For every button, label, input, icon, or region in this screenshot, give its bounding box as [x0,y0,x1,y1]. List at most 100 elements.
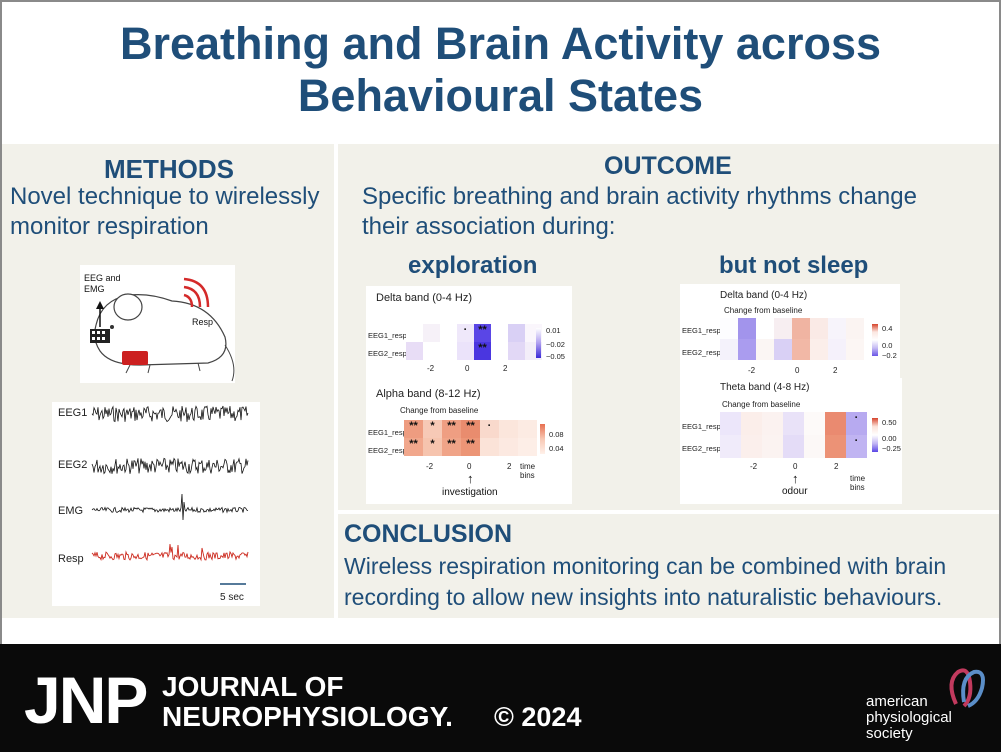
x-axis-label: time bins [850,474,866,492]
legend-label: −0.2 [882,351,897,360]
exploration-heading: exploration [408,252,538,279]
heatmap-cell [828,318,846,339]
heatmap-title: Delta band (0-4 Hz) [720,290,808,301]
copyright: © 2024 [494,702,582,732]
conclusion-text-line-1: Wireless respiration monitoring can be c… [344,553,947,579]
methods-text-line-2: monitor respiration [10,213,209,240]
heatmap-cell: · [457,324,474,342]
tick-label: 2 [507,462,512,471]
legend-colorbar [540,424,545,454]
heatmap-cell [457,342,474,360]
heatmap-subtitle: Change from baseline [724,306,803,315]
heatmap-cell [423,342,440,360]
mouse-ear [113,293,143,321]
legend-colorbar [872,324,878,356]
exploration-delta-heatmap: Delta band (0-4 Hz) EEG1_resp EEG2_resp … [366,286,572,384]
heatmap-cell: ** [461,438,480,456]
legend-label: 0.01 [546,326,561,335]
legend-label: 0.04 [549,444,564,453]
legend-label: 0.4 [882,324,893,333]
row-label-eeg2: EEG2_resp [682,444,721,453]
journal-name-line-2: NEUROPHYSIOLOGY. [162,701,453,732]
mouse-tail [224,344,235,382]
trace-label-emg: EMG [58,505,83,517]
heatmap-cell [783,412,804,435]
heatmap-cell: ** [474,342,491,360]
heatmap-cell [491,324,508,342]
tick-label: 0 [795,366,800,375]
journal-name-line-1: JOURNAL OF [162,671,344,702]
aps-name-line-1: american [866,693,928,710]
methods-heading: METHODS [104,154,234,184]
heatmap-cell [508,342,525,360]
emg-trace [91,493,249,521]
heatmap-cell: ** [404,438,423,456]
legend-label: −0.02 [546,340,565,349]
footer: JNP JOURNAL OF NEUROPHYSIOLOGY. © 2024 a… [0,644,1001,752]
event-arrow-icon: ↑ [792,471,799,486]
heatmap-cell: ** [442,438,461,456]
traces-card: EEG1 EEG2 EMG Resp 5 sec [52,402,260,606]
heatmap-cell [440,324,457,342]
legend-colorbar [872,418,878,452]
label-resp: Resp [192,317,213,327]
heatmap-cell [480,438,499,456]
heatmap-cell [783,435,804,458]
heatmap-cell [406,342,423,360]
conclusion-heading: CONCLUSION [344,520,513,548]
heatmap-cell [741,412,762,435]
heatmap-cell [491,342,508,360]
heatmap-title: Alpha band (8-12 Hz) [376,388,481,400]
heatmap-cell [499,420,518,438]
mouse-svg: EEG and EMG Resp [84,273,235,382]
event-label: investigation [442,487,498,498]
title-line-2: Behavioural States [297,70,704,121]
row-label-eeg1: EEG1_resp [368,331,407,340]
heatmap-cell [756,339,774,360]
trace-label-eeg2: EEG2 [58,459,87,471]
heatmap-cell [774,318,792,339]
heatmap-cell: · [846,435,867,458]
headstage-pins [92,331,105,340]
heatmap-cell [756,318,774,339]
heatmap-cells [720,318,864,360]
aps-logo-icon [942,662,992,712]
heatmap-cell [499,438,518,456]
transmitter-box [122,351,148,365]
heatmap-cell [508,324,525,342]
row-label-eeg1: EEG1_resp [682,326,721,335]
eeg2-trace [91,457,249,475]
heatmap-cell [846,339,864,360]
eeg1-trace [91,405,249,423]
x-axis-label: time bins [520,462,536,480]
aps-name-line-2: physiological [866,709,952,726]
heatmap-cell: ** [404,420,423,438]
tick-label: -2 [426,462,434,471]
sleep-heading: but not sleep [719,252,869,279]
title-line-1: Breathing and Brain Activity across [119,18,882,69]
row-label-eeg1: EEG1_resp [368,428,407,437]
heatmap-cell [720,435,741,458]
heatmap-cells: ** * ** ** · ** * ** ** [404,420,537,456]
heatmap-cell [518,438,537,456]
jnp-logo: JNP [24,663,148,737]
mouse-illustration: EEG and EMG Resp [80,265,235,383]
outcome-heading: OUTCOME [604,152,732,180]
heatmap-cell: * [423,420,442,438]
conclusion-text-line-2: recording to allow new insights into nat… [344,584,943,610]
sleep-delta-heatmap: Delta band (0-4 Hz) Change from baseline… [680,284,900,380]
heatmap-cell [846,318,864,339]
trace-label-resp: Resp [58,553,84,565]
tick-label: 2 [834,462,839,471]
tick-label: 0 [465,364,470,373]
label-emg: EMG [84,284,105,294]
heatmap-cell [440,342,457,360]
heatmap-subtitle: Change from baseline [400,406,479,415]
conclusion-text: Wireless respiration monitoring can be c… [344,551,999,613]
heatmap-cell: * [423,438,442,456]
heatmap-cell [792,318,810,339]
heatmap-cell: · [846,412,867,435]
heatmap-cell [762,435,783,458]
label-eeg-and: EEG and [84,273,121,283]
eeg-arrow-head [96,301,104,309]
